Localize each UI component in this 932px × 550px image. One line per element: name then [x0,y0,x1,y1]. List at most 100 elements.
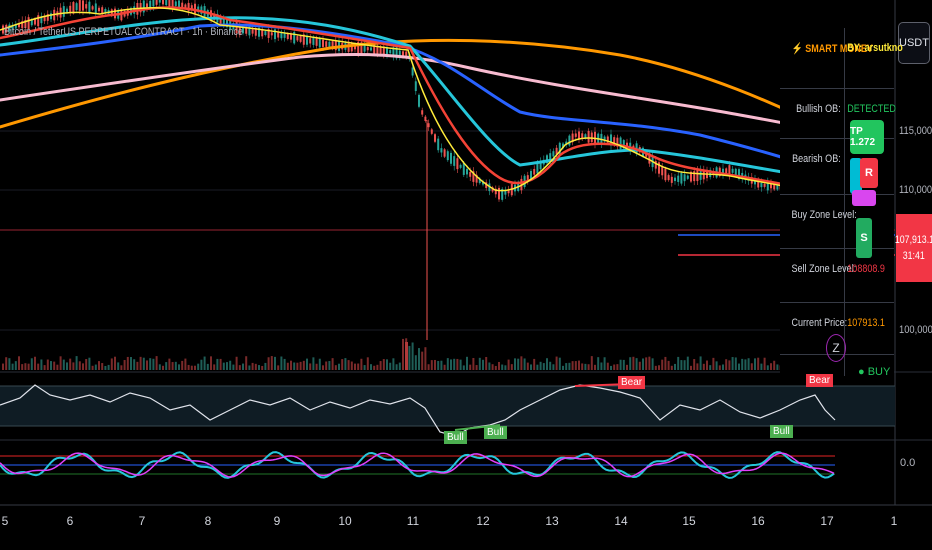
volume-bar [43,365,46,370]
currency-badge[interactable]: USDT [898,22,930,64]
bull-divergence-tag[interactable]: Bull [484,426,507,439]
rsi-line [0,384,836,437]
volume-bar [69,358,72,370]
tp-marker[interactable]: TP 1.272 [850,120,884,154]
candle-body [731,168,734,173]
table-row-label: Bearish OB: [792,153,841,165]
volume-bar [648,356,651,370]
volume-bar [501,364,504,370]
volume-bar [610,365,612,370]
candle-body [69,5,72,13]
volume-bar [360,358,363,370]
volume-bar [747,358,750,370]
volume-bar [437,360,440,370]
volume-bar [62,359,65,370]
bear-divergence-tag[interactable]: Bear [618,376,646,389]
volume-bar [466,356,468,370]
candle-body [584,134,587,139]
buy-signal-badge[interactable]: ● BUY [858,366,891,378]
candle-body [562,143,564,149]
candle-body [600,133,603,144]
volume-bar [456,358,459,370]
candle-body [622,140,625,149]
ema-red-line [0,6,837,202]
candle-body [274,29,276,40]
candle-body [46,14,49,21]
volume-bar [88,357,91,370]
volume-bar [5,357,8,370]
volume-bar [120,365,123,370]
candle-body [443,149,446,157]
magenta-signal-marker[interactable] [852,190,876,206]
candle-body [366,47,369,51]
volume-bar [414,355,417,370]
time-axis-label: 11 [406,514,420,528]
volume-bar [152,358,155,370]
ema-orange-line [0,38,837,136]
volume-bar [261,365,264,370]
volume-bar [226,362,228,370]
volume-bar [94,364,97,370]
candle-body [770,183,772,189]
bull-divergence-tag[interactable]: Bull [770,425,793,438]
candle-body [309,38,312,44]
volume-bar [174,361,177,370]
volume-bar [472,357,475,370]
candle-body [72,2,75,14]
ema-pink-line [0,53,837,136]
volume-bar [331,358,334,370]
candle-body [549,153,552,160]
candle-body [21,21,24,29]
lightning-signal-icon[interactable]: Z [826,334,846,362]
candle-body [24,19,27,28]
cyan-signal-marker[interactable] [850,158,862,194]
candle-body [674,177,676,182]
candle-body [587,130,590,143]
candle-body [299,35,302,42]
candle-body [261,28,264,37]
candle-body [334,40,337,51]
candle-body [763,183,766,187]
candle-body [738,169,740,179]
candle-body [693,171,696,182]
candle-body [283,33,286,38]
bull-divergence-tag[interactable]: Bull [444,431,467,444]
candle-body [530,170,532,180]
support-marker[interactable]: S [856,218,872,258]
volume-bar [366,357,369,370]
resistance-marker[interactable]: R [860,158,878,188]
candle-body [430,129,433,134]
candle-body [603,136,606,142]
candle-body [66,8,68,12]
volume-bar [142,357,145,370]
table-row-label: Current Price: [791,317,848,329]
volume-bar [382,359,385,370]
candle-body [293,31,296,44]
volume-bar [267,357,270,370]
volume-bar [334,365,337,370]
osc-magenta-line [0,452,835,478]
volume-bar [715,361,718,370]
volume-bar [658,365,660,370]
volume-bar [315,363,318,370]
price-axis-label: 110,000.0 [899,184,932,196]
volume-bar [318,358,321,370]
volume-bar [27,363,30,370]
candle-body [418,94,420,107]
bear-divergence-tag[interactable]: Bear [806,374,834,387]
volume-bar [590,356,593,370]
volume-bar [296,362,299,370]
volume-bar [136,361,139,370]
symbol-title[interactable]: Bitcoin / TetherUS PERPETUAL CONTRACT · … [4,26,243,38]
volume-bar [194,365,196,370]
volume-bar [325,361,328,370]
volume-bar [690,365,692,370]
volume-bar [46,359,49,370]
candle-body [626,142,628,148]
candle-body [453,156,456,166]
volume-bar [539,361,542,370]
candle-body [162,0,164,5]
volume-bar [664,356,667,370]
candle-body [248,26,251,36]
